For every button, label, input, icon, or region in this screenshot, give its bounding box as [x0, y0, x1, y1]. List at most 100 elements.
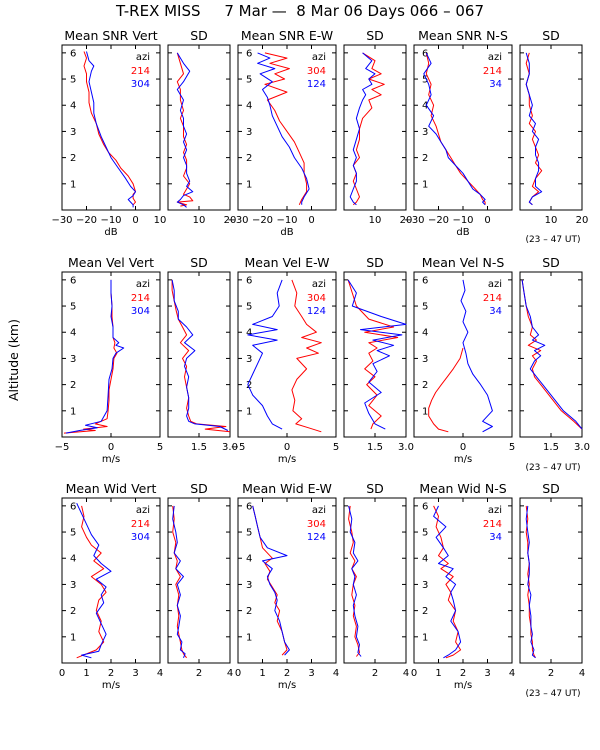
y-tick-label: 2 — [422, 380, 428, 391]
panel-wid-ew-sd: SD 2 4 — [343, 481, 409, 679]
legend-entry: 304 — [131, 532, 150, 543]
y-tick-label: 1 — [70, 632, 76, 643]
x-tick-label: −10 — [452, 215, 473, 226]
series-line-124 — [348, 505, 362, 657]
y-tick-label: 1 — [70, 406, 76, 417]
panel-title: Mean SNR N-S — [418, 28, 508, 43]
panel-title: Mean Wid Vert — [66, 481, 157, 496]
panel-title: SD — [190, 28, 208, 43]
x-tick-label: 1.5 — [543, 442, 559, 453]
y-tick-label: 1 — [422, 406, 428, 417]
y-tick-label: 6 — [422, 48, 428, 59]
legend-title: azi — [312, 279, 326, 290]
legend-title: azi — [488, 52, 502, 63]
legend-entry: 214 — [131, 519, 150, 530]
legend-entry: 34 — [489, 532, 502, 543]
x-tick-label: 2 — [108, 668, 114, 679]
y-tick-label: 2 — [422, 606, 428, 617]
series-line-34 — [423, 52, 486, 206]
plot-frame — [343, 44, 407, 211]
x-tick-label: 3 — [132, 668, 138, 679]
legend-entry: 214 — [131, 66, 150, 77]
x-tick-label: 1 — [259, 668, 265, 679]
time-range-note-row3: (23 – 47 UT) — [525, 689, 580, 699]
legend-title: azi — [488, 279, 502, 290]
y-tick-label: 2 — [70, 380, 76, 391]
x-tick-label: 0 — [484, 215, 490, 226]
x-tick-label: 3.0 — [398, 442, 414, 453]
y-tick-label: 3 — [422, 580, 428, 591]
legend-entry: 34 — [489, 306, 502, 317]
legend-entry: 304 — [131, 79, 150, 90]
series-line-124 — [247, 279, 283, 430]
series-line-304 — [347, 279, 399, 430]
series-line-304 — [264, 52, 308, 206]
x-tick-label: 2 — [372, 668, 378, 679]
legend-entry: 124 — [307, 306, 326, 317]
y-tick-label: 6 — [246, 275, 252, 286]
panel-snr-ew: Mean SNR E-W 1 2 3 4 5 6 −30 −20 −10 0 dB azi 304 124 — [227, 28, 337, 238]
x-tick-label: 4 — [227, 668, 233, 679]
x-tick-label: −5 — [55, 442, 70, 453]
legend-entry: 304 — [307, 293, 326, 304]
x-tick-label: 10 — [193, 215, 206, 226]
y-tick-label: 2 — [246, 606, 252, 617]
plot-frame — [519, 271, 583, 438]
x-axis-label: m/s — [278, 680, 296, 691]
x-tick-label: 0 — [59, 668, 65, 679]
y-tick-label: 3 — [246, 580, 252, 591]
x-tick-label: 1.5 — [367, 442, 383, 453]
y-tick-label: 4 — [70, 554, 76, 565]
series-line-304 — [76, 502, 112, 659]
series-line-214 — [433, 505, 462, 659]
y-tick-label: 6 — [422, 275, 428, 286]
legend-title: azi — [312, 505, 326, 516]
series-line-124 — [257, 52, 310, 205]
series-line-304 — [65, 279, 125, 434]
x-tick-label: −10 — [100, 215, 121, 226]
panel-title: SD — [190, 255, 208, 270]
y-tick-label: 1 — [246, 406, 252, 417]
time-range-note-row2: (23 – 47 UT) — [525, 463, 580, 473]
series-line-304 — [86, 51, 136, 208]
legend-entry: 304 — [131, 306, 150, 317]
x-tick-label: 5 — [333, 442, 339, 453]
panel-title: SD — [542, 255, 560, 270]
x-axis-label: dB — [104, 227, 117, 238]
y-tick-label: 5 — [70, 75, 76, 86]
y-tick-label: 5 — [246, 75, 252, 86]
legend-entry: 34 — [489, 79, 502, 90]
y-tick-label: 6 — [70, 48, 76, 59]
series-line-214 — [425, 52, 486, 205]
x-tick-label: 3.0 — [574, 442, 590, 453]
legend-entry: 304 — [307, 519, 326, 530]
panel-vel-ew: Mean Vel E-W 1 2 3 4 5 6 −5 0 5 m/s azi 304 124 — [231, 255, 340, 465]
y-tick-label: 4 — [70, 101, 76, 112]
x-tick-label: 5 — [509, 442, 515, 453]
panel-title: SD — [190, 481, 208, 496]
series-line-34 — [433, 505, 462, 659]
panel-title: Mean Vel E-W — [244, 255, 329, 270]
figure-title: T-REX MISS 7 Mar — 8 Mar 06 Days 066 – 0… — [115, 2, 484, 20]
series-line-214 — [171, 279, 231, 433]
x-tick-label: 20 — [400, 215, 413, 226]
y-tick-label: 3 — [70, 354, 76, 365]
y-tick-label: 4 — [246, 101, 252, 112]
panel-snr-vert: Mean SNR Vert 1 2 3 4 5 6 −30 −20 −10 0 10 dB azi 214 3… — [51, 28, 166, 238]
y-tick-label: 1 — [422, 179, 428, 190]
y-tick-label: 2 — [70, 606, 76, 617]
x-tick-label: 3.0 — [222, 442, 238, 453]
y-tick-label: 2 — [422, 153, 428, 164]
y-tick-label: 2 — [70, 153, 76, 164]
y-tick-label: 4 — [246, 554, 252, 565]
y-tick-label: 4 — [422, 101, 428, 112]
legend-entry: 124 — [307, 79, 326, 90]
panel-wid-vert-sd: SD 2 4 — [167, 481, 233, 679]
x-tick-label: 1 — [83, 668, 89, 679]
panel-wid-vert: Mean Wid Vert 1 2 3 4 5 6 0 1 2 3 4 m/s azi 214 304 — [59, 481, 163, 691]
series-line-214 — [76, 505, 107, 659]
y-tick-label: 1 — [70, 179, 76, 190]
x-tick-label: −30 — [227, 215, 248, 226]
x-tick-label: −10 — [276, 215, 297, 226]
